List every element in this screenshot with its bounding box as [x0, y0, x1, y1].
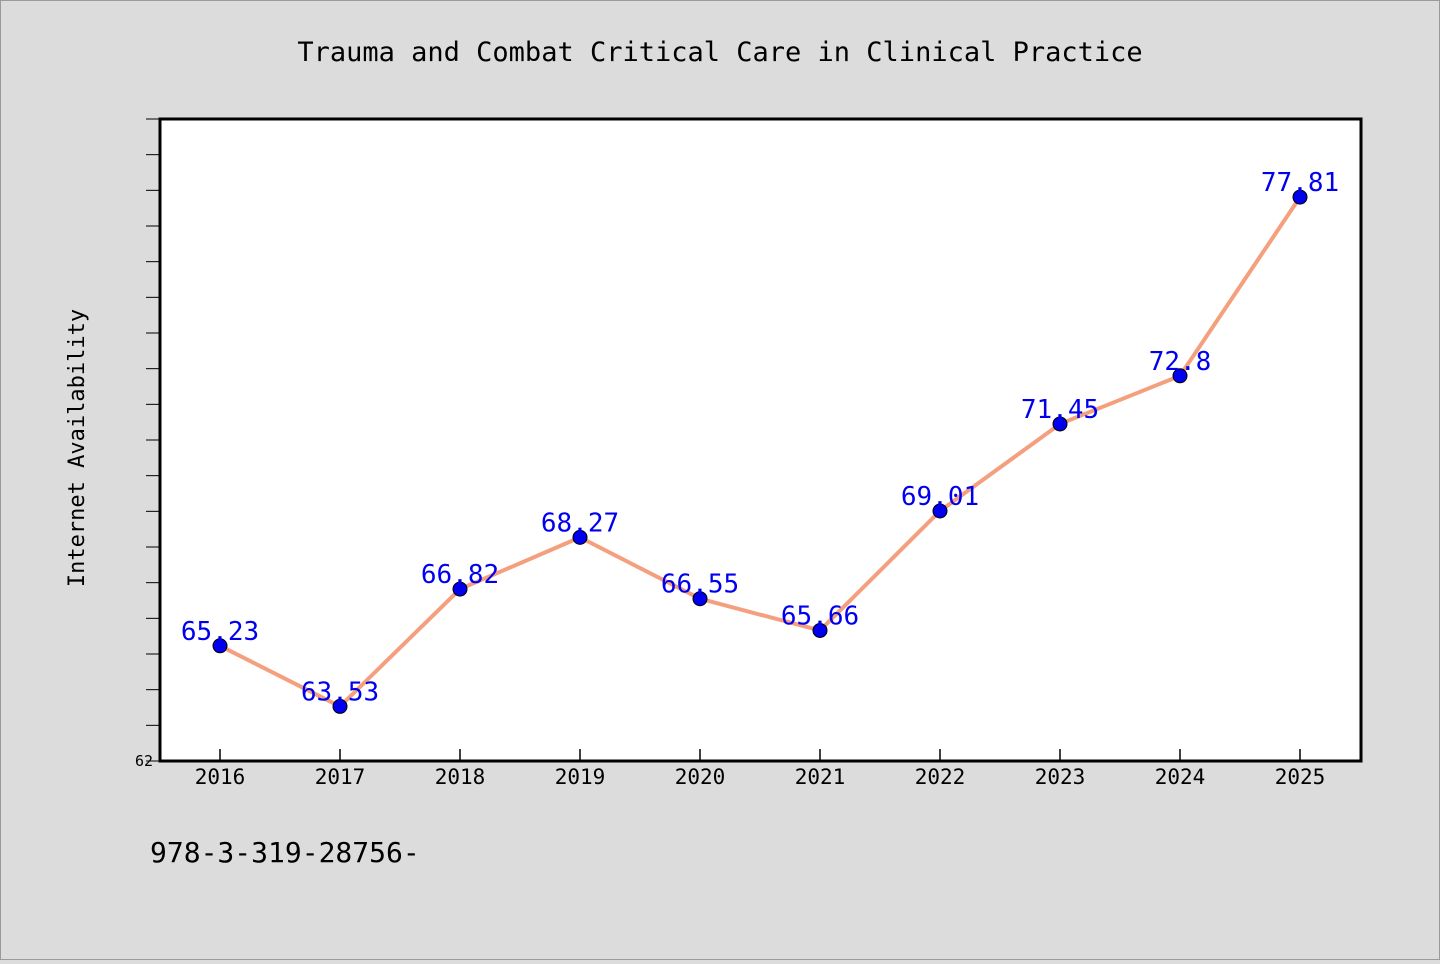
data-label: 66.55 — [661, 570, 739, 600]
data-label: 71.45 — [1021, 395, 1099, 425]
x-tick-label: 2023 — [1035, 765, 1086, 789]
chart-title: Trauma and Combat Critical Care in Clini… — [297, 37, 1142, 68]
x-tick-label: 2025 — [1275, 765, 1326, 789]
data-label: 66.82 — [421, 560, 499, 590]
data-point — [1292, 189, 1308, 205]
y-axis-label: Internet Availability — [65, 309, 90, 587]
data-label: 69.01 — [901, 482, 979, 512]
data-point — [572, 529, 588, 545]
data-label: 68.27 — [541, 508, 619, 538]
x-tick-label: 2022 — [915, 765, 966, 789]
x-tick-label: 2021 — [795, 765, 846, 789]
y-tick-label: 62 — [135, 752, 153, 770]
data-label: 77.81 — [1261, 168, 1339, 198]
data-label: 65.66 — [781, 601, 859, 631]
x-tick-label: 2016 — [195, 765, 246, 789]
data-point — [692, 591, 708, 607]
data-point — [932, 503, 948, 519]
data-point — [812, 622, 828, 638]
data-point — [212, 638, 228, 654]
x-tick-label: 2017 — [315, 765, 366, 789]
x-tick-label: 2024 — [1155, 765, 1206, 789]
x-tick-label: 2018 — [435, 765, 486, 789]
data-point — [332, 698, 348, 714]
series-line — [219, 195, 1302, 709]
x-tick-label: 2019 — [555, 765, 606, 789]
series-layer: 65.23 63.53 66.82 68.27 66.55 65.66 69.01 71.45… — [181, 168, 1339, 714]
data-point — [1052, 416, 1068, 432]
x-tick-label: 2020 — [675, 765, 726, 789]
data-point — [1172, 368, 1188, 384]
data-point — [452, 581, 468, 597]
x-axis-ticks: 2016 2017 2018 2019 2020 2021 2022 2023 2024 2025 — [195, 749, 1326, 789]
data-label: 72.8 — [1149, 347, 1212, 377]
plot-area — [158, 117, 1363, 763]
y-axis-ticks: 62 — [135, 118, 160, 770]
data-label: 65.23 — [181, 617, 259, 647]
data-label: 63.53 — [301, 677, 379, 707]
footer-text: 978-3-319-28756- — [150, 836, 420, 869]
